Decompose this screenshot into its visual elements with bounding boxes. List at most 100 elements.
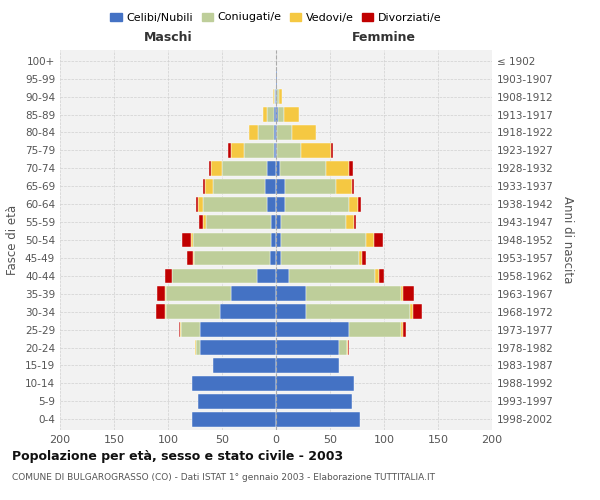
Bar	[276, 340, 338, 355]
Bar	[276, 143, 277, 158]
Bar	[349, 161, 353, 176]
Bar	[165, 304, 166, 319]
Bar	[403, 286, 414, 301]
Bar	[203, 214, 206, 230]
Bar	[192, 376, 276, 390]
Bar	[203, 197, 268, 212]
Bar	[200, 322, 276, 337]
Bar	[301, 143, 331, 158]
Bar	[265, 179, 276, 194]
Bar	[276, 197, 284, 212]
Bar	[180, 322, 181, 337]
Bar	[280, 161, 326, 176]
Bar	[244, 143, 274, 158]
Bar	[196, 197, 198, 212]
Bar	[199, 214, 203, 230]
Bar	[165, 268, 172, 283]
Bar	[271, 214, 276, 230]
Legend: Celibi/Nubili, Coniugati/e, Vedovi/e, Divorziati/e: Celibi/Nubili, Coniugati/e, Vedovi/e, Di…	[106, 8, 446, 27]
Bar	[337, 179, 352, 194]
Bar	[277, 125, 292, 140]
Bar	[289, 268, 376, 283]
Bar	[172, 268, 257, 283]
Bar	[276, 72, 277, 86]
Bar	[249, 125, 257, 140]
Bar	[257, 125, 274, 140]
Bar	[165, 286, 166, 301]
Bar	[191, 232, 193, 248]
Bar	[275, 90, 276, 104]
Bar	[276, 376, 354, 390]
Bar	[292, 125, 316, 140]
Bar	[268, 161, 276, 176]
Bar	[157, 286, 165, 301]
Bar	[179, 322, 180, 337]
Bar	[281, 250, 359, 266]
Bar	[230, 286, 276, 301]
Bar	[338, 340, 347, 355]
Text: Femmine: Femmine	[352, 30, 416, 44]
Y-axis label: Anni di nascita: Anni di nascita	[562, 196, 574, 284]
Bar	[203, 179, 205, 194]
Bar	[268, 107, 274, 122]
Bar	[276, 394, 352, 408]
Bar	[274, 125, 276, 140]
Bar	[271, 232, 276, 248]
Bar	[374, 232, 383, 248]
Bar	[347, 340, 349, 355]
Bar	[349, 197, 358, 212]
Bar	[274, 107, 276, 122]
Bar	[274, 143, 276, 158]
Bar	[195, 340, 196, 355]
Bar	[192, 412, 276, 426]
Bar	[187, 250, 193, 266]
Bar	[211, 161, 222, 176]
Bar	[278, 107, 284, 122]
Bar	[276, 90, 277, 104]
Bar	[205, 179, 214, 194]
Bar	[269, 250, 276, 266]
Bar	[362, 250, 365, 266]
Bar	[182, 232, 191, 248]
Bar	[200, 340, 276, 355]
Bar	[276, 250, 281, 266]
Bar	[306, 304, 410, 319]
Bar	[284, 197, 349, 212]
Bar	[403, 322, 406, 337]
Bar	[376, 268, 379, 283]
Bar	[326, 161, 349, 176]
Bar	[346, 214, 354, 230]
Bar	[277, 143, 301, 158]
Bar	[166, 304, 220, 319]
Bar	[401, 322, 403, 337]
Bar	[276, 125, 277, 140]
Text: Popolazione per età, sesso e stato civile - 2003: Popolazione per età, sesso e stato civil…	[12, 450, 343, 463]
Bar	[276, 161, 280, 176]
Bar	[230, 143, 244, 158]
Bar	[268, 197, 276, 212]
Bar	[349, 322, 401, 337]
Bar	[352, 179, 354, 194]
Bar	[196, 340, 200, 355]
Bar	[379, 268, 384, 283]
Bar	[166, 286, 230, 301]
Bar	[156, 304, 165, 319]
Bar	[206, 214, 271, 230]
Bar	[306, 286, 401, 301]
Bar	[220, 304, 276, 319]
Text: COMUNE DI BULGAROGRASSO (CO) - Dati ISTAT 1° gennaio 2003 - Elaborazione TUTTITA: COMUNE DI BULGAROGRASSO (CO) - Dati ISTA…	[12, 472, 435, 482]
Bar	[198, 394, 276, 408]
Bar	[413, 304, 422, 319]
Bar	[276, 214, 281, 230]
Bar	[276, 358, 338, 373]
Bar	[276, 179, 284, 194]
Text: Maschi: Maschi	[143, 30, 193, 44]
Bar	[276, 304, 306, 319]
Bar	[222, 161, 268, 176]
Bar	[284, 179, 337, 194]
Bar	[279, 90, 283, 104]
Bar	[276, 232, 281, 248]
Bar	[401, 286, 403, 301]
Bar	[276, 322, 349, 337]
Bar	[273, 90, 274, 104]
